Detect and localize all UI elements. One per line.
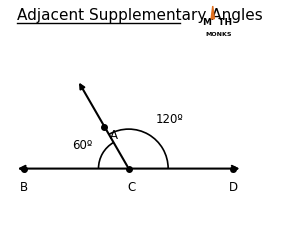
Text: 120º: 120º — [156, 113, 184, 126]
Text: M  TH: M TH — [203, 18, 232, 27]
Text: Adjacent Supplementary Angles: Adjacent Supplementary Angles — [17, 8, 263, 23]
Text: C: C — [127, 181, 135, 194]
Text: A: A — [110, 129, 118, 142]
Text: D: D — [229, 181, 238, 194]
Polygon shape — [211, 6, 214, 19]
Text: B: B — [20, 181, 28, 194]
Text: MONKS: MONKS — [205, 31, 232, 37]
Text: 60º: 60º — [72, 139, 92, 152]
